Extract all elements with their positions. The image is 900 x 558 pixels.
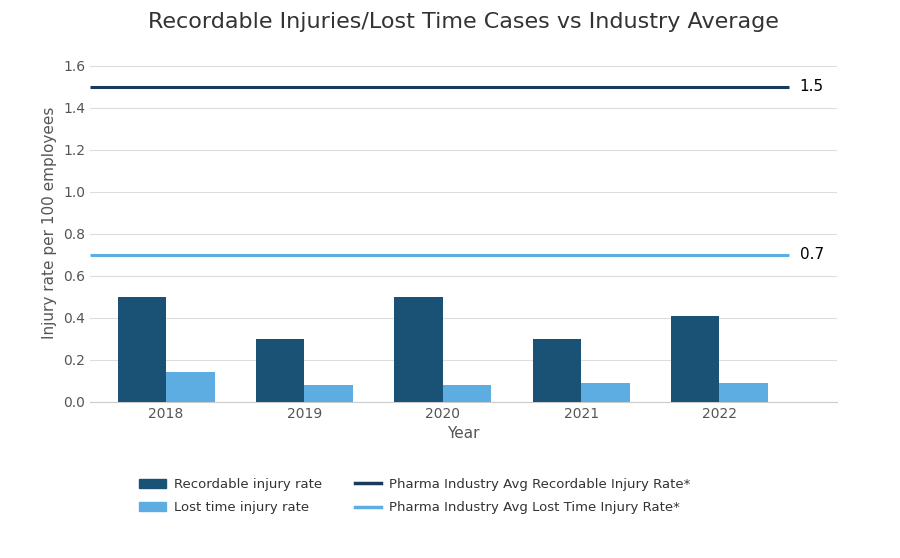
Bar bbox=[443, 385, 491, 402]
Text: 0.7: 0.7 bbox=[800, 247, 824, 262]
Text: 1.5: 1.5 bbox=[800, 79, 824, 94]
Bar bbox=[671, 316, 719, 402]
Bar bbox=[256, 339, 304, 402]
Y-axis label: Injury rate per 100 employees: Injury rate per 100 employees bbox=[42, 107, 58, 339]
Bar bbox=[304, 385, 353, 402]
Bar bbox=[118, 297, 166, 402]
Legend: Recordable injury rate, Lost time injury rate, Pharma Industry Avg Recordable In: Recordable injury rate, Lost time injury… bbox=[134, 473, 696, 519]
Bar bbox=[581, 383, 629, 402]
Title: Recordable Injuries/Lost Time Cases vs Industry Average: Recordable Injuries/Lost Time Cases vs I… bbox=[148, 12, 778, 32]
Bar bbox=[719, 383, 768, 402]
Bar bbox=[166, 372, 214, 402]
Bar bbox=[533, 339, 581, 402]
X-axis label: Year: Year bbox=[447, 426, 480, 441]
Bar bbox=[394, 297, 443, 402]
